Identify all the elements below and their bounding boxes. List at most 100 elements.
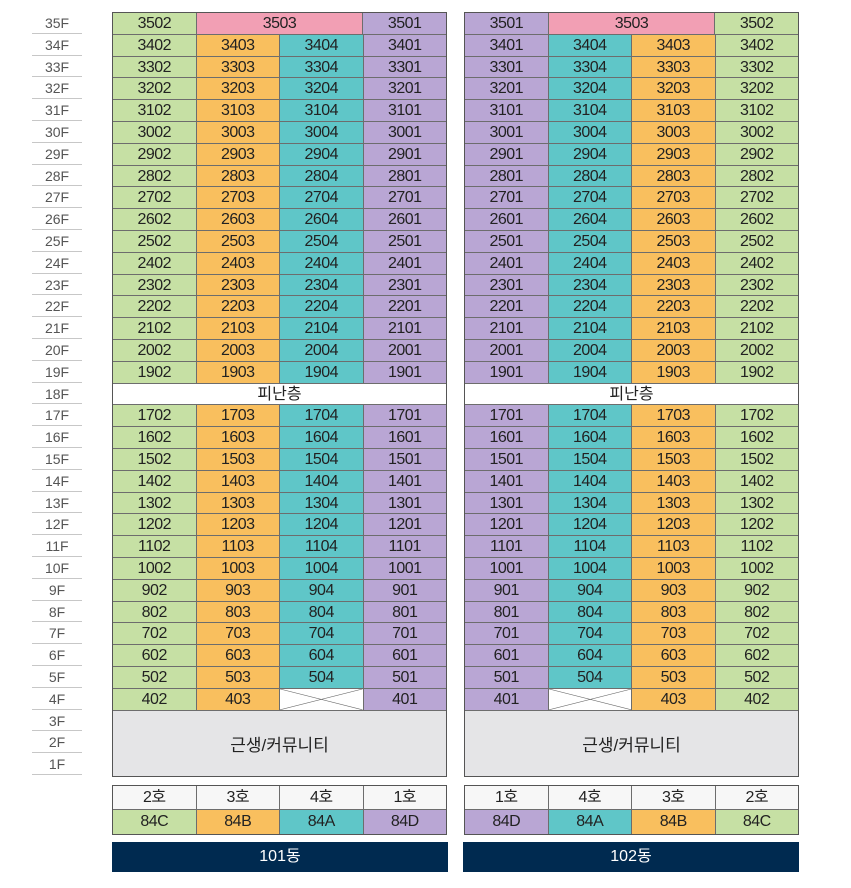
floor-label: 28F [32, 165, 82, 187]
unit-cell: 3301 [465, 56, 549, 79]
unit-cell: 1404 [548, 470, 632, 493]
unit-cell: 903 [196, 579, 280, 602]
building-name-101: 101동 [112, 842, 448, 872]
unit-cell: 902 [715, 579, 798, 602]
unit-cell: 503 [632, 666, 716, 689]
unit-cell: 2304 [548, 274, 632, 297]
unit-cell: 3103 [196, 100, 280, 122]
unit-cell: 2801 [363, 165, 446, 188]
unit-cell: 602 [113, 645, 197, 667]
unit-cell: 804 [280, 601, 364, 624]
unit-cell: 1604 [548, 427, 632, 449]
legend-line-label: 4호 [280, 786, 364, 810]
unit-cell: 1902 [715, 361, 798, 384]
legend-line-label: 3호 [196, 786, 280, 810]
floor-label: 7F [32, 622, 82, 645]
unit-cell: 804 [548, 601, 632, 624]
unit-cell: 2401 [465, 252, 549, 275]
unit-cell: 1702 [715, 405, 798, 428]
unit-cell: 3204 [548, 78, 632, 101]
unit-cell: 2004 [548, 339, 632, 362]
unit-cell: 704 [548, 623, 632, 646]
unit-cell: 2904 [280, 143, 364, 166]
unit-cell: 3102 [113, 100, 197, 122]
floor-row: 2402 2403 2404 2401 [113, 252, 446, 275]
floor-row: 1402 1403 1404 1401 [113, 470, 446, 493]
unit-cell: 402 [113, 688, 197, 711]
unit-cell: 3004 [280, 121, 364, 144]
unit-cell: 2501 [465, 230, 549, 253]
floor-row: 3002 3003 3004 3001 [113, 121, 446, 144]
unit-cell: 701 [363, 623, 446, 646]
unit-cell: 2701 [363, 187, 446, 210]
legend-unit-type: 84A [548, 810, 632, 834]
unit-cell: 2103 [632, 318, 716, 340]
unit-cell: 1302 [715, 492, 798, 515]
unit-cell: 2703 [196, 187, 280, 210]
floor-label: 5F [32, 666, 82, 688]
unit-cell: 803 [632, 601, 716, 624]
unit-cell: 3201 [465, 78, 549, 101]
legend-line-label: 2호 [715, 786, 798, 810]
unit-cell: 2002 [113, 339, 197, 362]
floor-row: 2502 2503 2504 2501 [113, 230, 446, 253]
unit-cell: 2403 [196, 252, 280, 275]
floor-label: 3F [32, 710, 82, 732]
unit-cell: 1701 [363, 405, 446, 428]
floor-label: 10F [32, 557, 82, 579]
floor-row: 1302 1303 1304 1301 [113, 492, 446, 515]
unit-cell: 904 [280, 579, 364, 602]
floor-row: 2301 2304 2303 2302 [465, 274, 798, 297]
empty-unit [280, 688, 364, 711]
unit-cell: 2902 [113, 143, 197, 166]
unit-cell: 2702 [715, 187, 798, 210]
unit-cell: 2004 [280, 339, 364, 362]
unit-cell: 1004 [280, 557, 364, 580]
legend-line-label: 3호 [632, 786, 716, 810]
unit-cell: 802 [715, 601, 798, 624]
unit-cell: 1503 [196, 448, 280, 471]
unit-cell: 1001 [363, 557, 446, 580]
legend-line-label: 1호 [465, 786, 549, 810]
floor-row: 501 504 503 502 [465, 666, 798, 689]
unit-cell: 703 [196, 623, 280, 646]
floor-label: 15F [32, 448, 82, 470]
legend-types-row: 84D 84A 84B 84C [465, 810, 798, 834]
floor-row: 1501 1504 1503 1502 [465, 448, 798, 471]
unit-cell: 2602 [715, 209, 798, 231]
floor-label: 9F [32, 579, 82, 601]
unit-cell: 1103 [196, 536, 280, 558]
unit-cell: 1501 [465, 448, 549, 471]
floor-row: 2602 2603 2604 2601 [113, 209, 446, 231]
unit-cell: 2804 [280, 165, 364, 188]
unit-cell: 501 [465, 666, 549, 689]
unit-cell: 1104 [548, 536, 632, 558]
unit-cell: 3002 [715, 121, 798, 144]
unit-cell: 3502 [715, 13, 798, 35]
refuge-floor: 피난층 [113, 383, 446, 406]
unit-cell: 1001 [465, 557, 549, 580]
floor-row: 2601 2604 2603 2602 [465, 209, 798, 231]
unit-cell: 802 [113, 601, 197, 624]
floor-row: 1602 1603 1604 1601 [113, 427, 446, 449]
unit-cell: 1204 [280, 514, 364, 537]
unit-cell: 1304 [548, 492, 632, 515]
unit-cell: 2203 [632, 296, 716, 319]
unit-cell: 803 [196, 601, 280, 624]
unit-cell: 1201 [465, 514, 549, 537]
unit-cell: 1104 [280, 536, 364, 558]
unit-cell: 2901 [465, 143, 549, 166]
unit-cell: 2901 [363, 143, 446, 166]
floor-row: 3101 3104 3103 3102 [465, 100, 798, 122]
floor-label: 24F [32, 252, 82, 274]
unit-cell: 1504 [280, 448, 364, 471]
unit-cell: 3503 [548, 13, 716, 35]
unit-cell: 1203 [632, 514, 716, 537]
floor-label: 29F [32, 143, 82, 165]
unit-cell: 2404 [280, 252, 364, 275]
unit-cell: 601 [363, 645, 446, 667]
legend-line-label: 2호 [113, 786, 197, 810]
unit-cell: 403 [632, 688, 716, 711]
floor-row: 2201 2204 2203 2202 [465, 296, 798, 319]
unit-cell: 902 [113, 579, 197, 602]
